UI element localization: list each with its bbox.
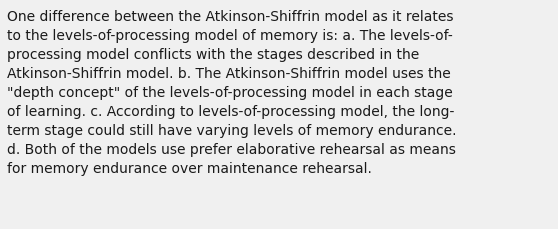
Text: One difference between the Atkinson-Shiffrin model as it relates
to the levels-o: One difference between the Atkinson-Shif…: [7, 10, 456, 175]
